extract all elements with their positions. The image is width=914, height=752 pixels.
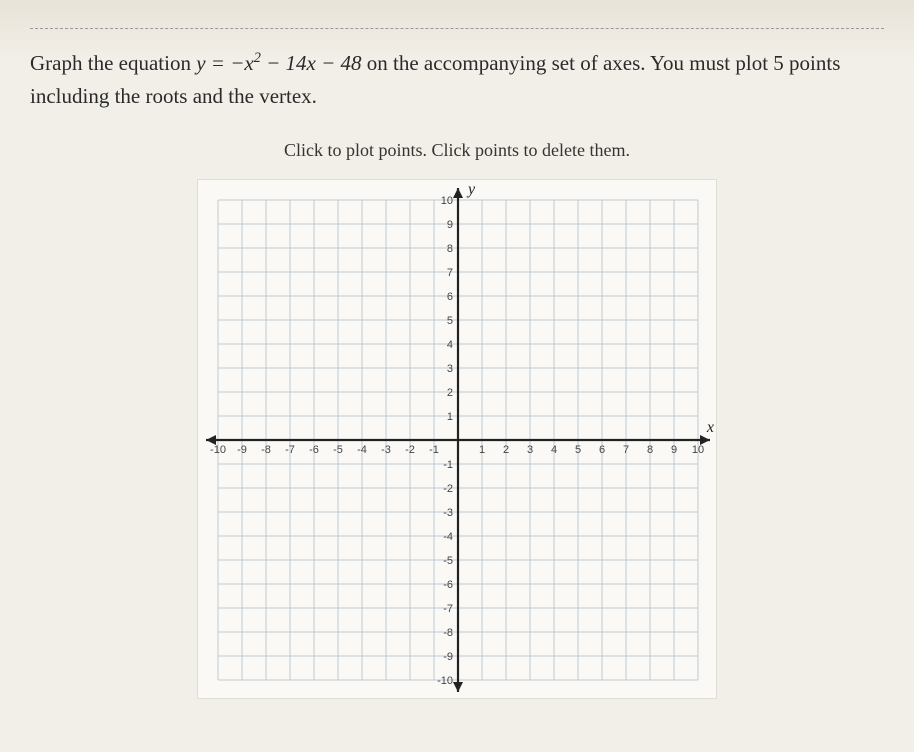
svg-text:7: 7: [623, 444, 629, 456]
svg-text:4: 4: [447, 339, 453, 351]
svg-text:-7: -7: [285, 444, 295, 456]
svg-text:-10: -10: [210, 444, 226, 456]
coordinate-grid[interactable]: -10 -9 -8 -7 -6 -5 -4 -3 -2 -1 1 2 3 4 5 6 7 8 9 10 -10 -9 -8 -…: [197, 179, 717, 699]
svg-text:-5: -5: [443, 555, 453, 567]
svg-text:y: y: [466, 181, 476, 198]
svg-text:3: 3: [447, 363, 453, 375]
svg-text:8: 8: [647, 444, 653, 456]
svg-text:2: 2: [503, 444, 509, 456]
svg-text:-4: -4: [357, 444, 367, 456]
svg-text:-10: -10: [437, 675, 453, 687]
problem-statement: Graph the equation y = −x2 − 14x − 48 on…: [30, 47, 884, 112]
svg-text:6: 6: [447, 291, 453, 303]
equation: y = −x2 − 14x − 48: [196, 51, 361, 75]
plot-instruction: Click to plot points. Click points to de…: [197, 140, 717, 161]
svg-text:5: 5: [447, 315, 453, 327]
svg-text:9: 9: [671, 444, 677, 456]
graph-container: -10 -9 -8 -7 -6 -5 -4 -3 -2 -1 1 2 3 4 5 6 7 8 9 10 -10 -9 -8 -…: [30, 179, 884, 699]
eq-neg: −: [230, 51, 244, 75]
svg-text:-8: -8: [443, 627, 453, 639]
svg-text:7: 7: [447, 267, 453, 279]
problem-prefix: Graph the equation: [30, 51, 196, 75]
svg-text:3: 3: [527, 444, 533, 456]
svg-text:-4: -4: [443, 531, 453, 543]
svg-text:4: 4: [551, 444, 557, 456]
svg-text:-8: -8: [261, 444, 271, 456]
svg-text:-7: -7: [443, 603, 453, 615]
svg-text:10: 10: [441, 195, 453, 207]
svg-text:-9: -9: [237, 444, 247, 456]
svg-text:-5: -5: [333, 444, 343, 456]
svg-text:-3: -3: [381, 444, 391, 456]
eq-sq: 2: [254, 50, 261, 66]
svg-text:8: 8: [447, 243, 453, 255]
svg-text:1: 1: [447, 411, 453, 423]
svg-text:-1: -1: [429, 444, 439, 456]
svg-text:6: 6: [599, 444, 605, 456]
eq-x: x: [244, 51, 253, 75]
svg-text:9: 9: [447, 219, 453, 231]
eq-eq: =: [206, 51, 231, 75]
svg-text:-2: -2: [443, 483, 453, 495]
top-border: [30, 28, 884, 29]
svg-text:-2: -2: [405, 444, 415, 456]
svg-text:-6: -6: [443, 579, 453, 591]
svg-text:2: 2: [447, 387, 453, 399]
svg-text:-6: -6: [309, 444, 319, 456]
svg-text:1: 1: [479, 444, 485, 456]
eq-b: − 14: [261, 51, 307, 75]
worksheet-page: Graph the equation y = −x2 − 14x − 48 on…: [0, 0, 914, 752]
svg-text:-9: -9: [443, 651, 453, 663]
svg-text:-1: -1: [443, 459, 453, 471]
eq-bx: x: [307, 51, 316, 75]
svg-text:-3: -3: [443, 507, 453, 519]
svg-text:5: 5: [575, 444, 581, 456]
grid-svg[interactable]: -10 -9 -8 -7 -6 -5 -4 -3 -2 -1 1 2 3 4 5 6 7 8 9 10 -10 -9 -8 -…: [198, 180, 718, 700]
eq-c: − 48: [316, 51, 362, 75]
svg-text:10: 10: [692, 444, 704, 456]
svg-text:x: x: [706, 419, 714, 436]
eq-var: y: [196, 51, 205, 75]
